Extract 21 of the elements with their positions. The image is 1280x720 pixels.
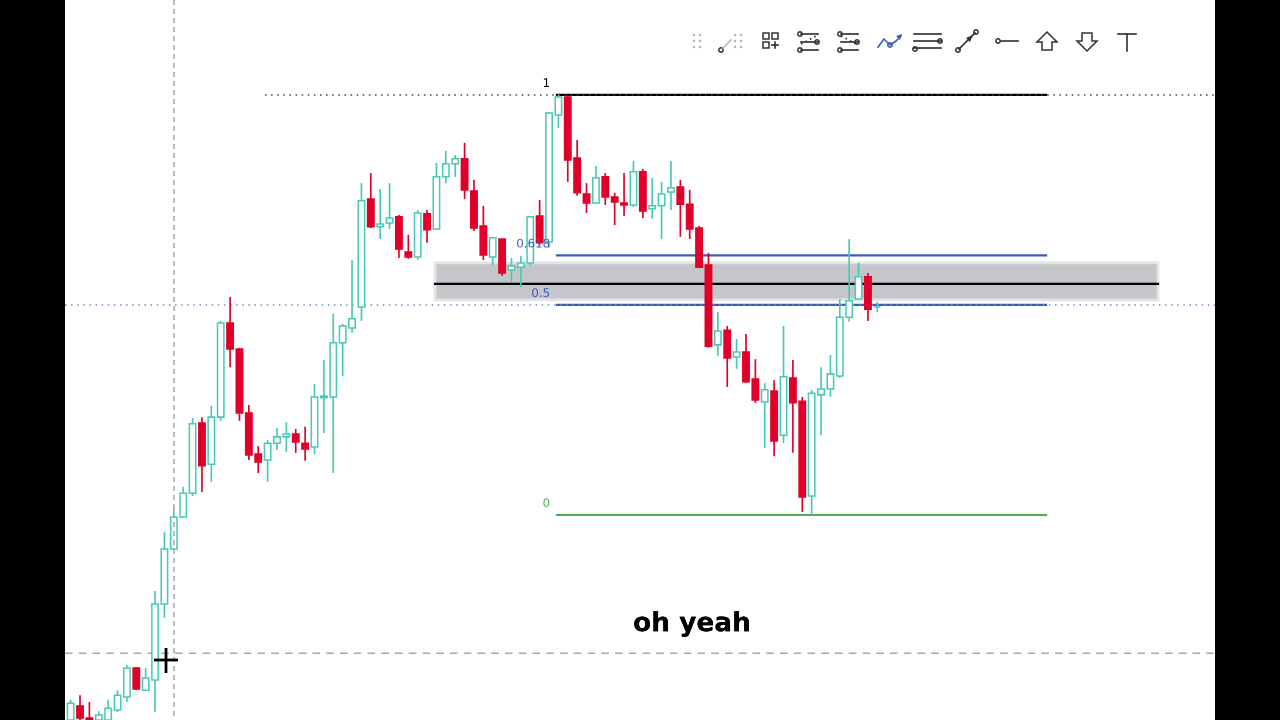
ref-line-label: 0 [543, 498, 550, 508]
candlestick [854, 262, 863, 300]
ref-line-label: 0.5 [532, 288, 550, 298]
candlestick [760, 382, 769, 449]
ref-line-label: 1 [543, 78, 550, 87]
candlestick [404, 233, 413, 260]
candlestick [713, 311, 722, 357]
candlestick [507, 257, 516, 283]
candlestick [423, 209, 432, 244]
candlestick [667, 160, 675, 211]
candlestick [657, 181, 666, 240]
annotation: oh yeah [634, 611, 749, 637]
candlestick [601, 172, 610, 206]
candlestick [376, 188, 385, 240]
candlestick [732, 338, 741, 370]
candlestick [676, 178, 685, 238]
candlestick [582, 182, 591, 214]
candlestick [488, 236, 497, 266]
candlestick [113, 689, 122, 713]
candlestick [648, 177, 657, 220]
candlestick [385, 182, 394, 230]
